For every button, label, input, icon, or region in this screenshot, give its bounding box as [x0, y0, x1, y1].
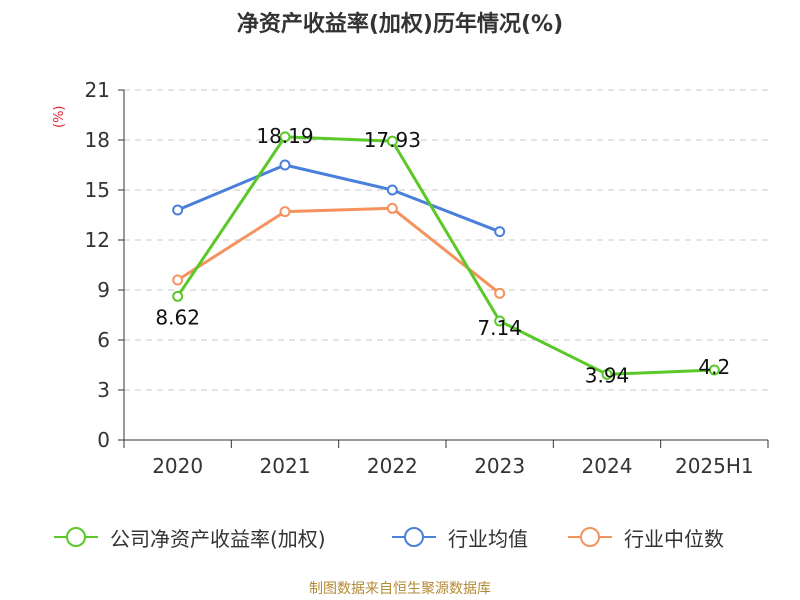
data-point-0 [601, 368, 613, 380]
y-tick-label: 0 [97, 428, 110, 452]
legend-label: 行业均值 [448, 526, 528, 551]
data-point-1 [386, 184, 398, 196]
legend-item-industry-median[interactable]: 行业中位数 [566, 520, 724, 554]
data-label: 8.62 [155, 305, 200, 329]
y-tick-label: 3 [97, 378, 110, 402]
data-point-0 [172, 290, 184, 302]
data-point-2 [172, 274, 184, 286]
series-line-0 [176, 135, 715, 376]
data-label: 18.19 [256, 124, 313, 148]
y-tick-label: 9 [97, 278, 110, 302]
chart-title: 净资产收益率(加权)历年情况(%) [236, 12, 564, 37]
legend-item-company-roe[interactable]: 公司净资产收益率(加权) [52, 520, 326, 554]
legend: 公司净资产收益率(加权) 行业均值 行业中位数 [0, 520, 800, 554]
data-point-0 [386, 135, 398, 147]
y-tick-label: 18 [85, 128, 110, 152]
data-point-2 [386, 202, 398, 214]
legend-marker-green [54, 527, 98, 547]
legend-label: 行业中位数 [624, 526, 724, 551]
legend-label: 公司净资产收益率(加权) [110, 526, 326, 551]
x-tick-label: 2025H1 [675, 454, 754, 478]
x-tick-label: 2020 [152, 454, 203, 478]
x-tick-label: 2022 [367, 454, 418, 478]
legend-marker-blue [392, 527, 436, 547]
series-line-1 [177, 163, 501, 234]
data-label: 17.93 [364, 128, 421, 152]
series-lines [172, 131, 720, 380]
data-source-note: 制图数据来自恒生聚源数据库 [309, 581, 491, 597]
data-point-2 [494, 287, 506, 299]
line-chart: 0 3 6 9 12 15 18 21 2020 2021 2022 2023 2024 2025H1 8… [85, 78, 769, 478]
y-tick-label: 12 [85, 228, 110, 252]
x-tick-label: 2023 [474, 454, 525, 478]
data-point-2 [279, 206, 291, 218]
data-point-0 [708, 364, 720, 376]
data-point-1 [172, 204, 184, 216]
y-tick-label: 6 [97, 328, 110, 352]
data-labels: 8.62 18.19 17.93 7.14 3.94 4.2 [155, 124, 730, 388]
series-line-2 [176, 206, 501, 295]
legend-marker-orange [568, 527, 612, 547]
y-tick-label: 15 [85, 178, 110, 202]
data-label: 7.14 [477, 316, 522, 340]
x-tick-label: 2021 [260, 454, 311, 478]
data-point-0 [279, 131, 291, 143]
data-label: 4.2 [698, 355, 730, 379]
axes: 0 3 6 9 12 15 18 21 2020 2021 2022 2023 2024 2025H1 [85, 78, 769, 478]
grid-lines [124, 89, 768, 391]
data-point-1 [494, 226, 506, 238]
data-point-1 [279, 159, 291, 171]
data-label: 3.94 [585, 363, 630, 387]
data-point-0 [494, 315, 506, 327]
x-tick-label: 2024 [582, 454, 633, 478]
y-tick-label: 21 [85, 78, 110, 102]
legend-item-industry-mean[interactable]: 行业均值 [390, 520, 528, 554]
